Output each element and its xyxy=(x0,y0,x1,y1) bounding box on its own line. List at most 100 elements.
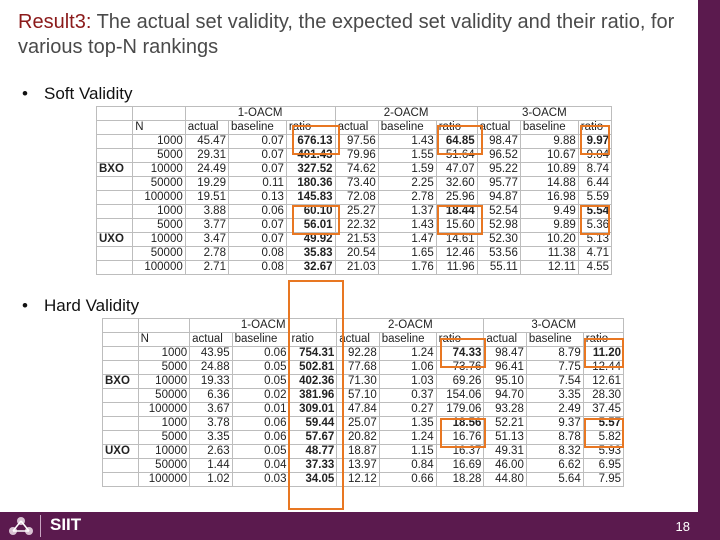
highlight-box xyxy=(580,125,610,155)
table-cell: 25.96 xyxy=(435,190,478,205)
footer-divider xyxy=(40,515,41,537)
table-cell: 2.78 xyxy=(184,246,229,261)
table-cell: 2.49 xyxy=(525,402,584,417)
table-cell: 0.07 xyxy=(227,232,287,247)
table-cell: 12.11 xyxy=(519,260,579,275)
table-cell: 51.64 xyxy=(435,148,478,163)
bullet-icon: • xyxy=(22,296,28,315)
table-cell: 3.35 xyxy=(525,388,584,403)
table-cell: 179.06 xyxy=(435,402,485,417)
table-row: 5000 3.35 0.06 57.67 20.82 1.24 16.76 51.13 8.78… xyxy=(102,430,625,445)
table-cell: 3.78 xyxy=(189,416,233,431)
table-cell: 12.46 xyxy=(435,246,478,261)
table-cell: 18.28 xyxy=(435,472,485,487)
table-cell: 0.08 xyxy=(227,260,287,275)
table-cell: 49.31 xyxy=(483,444,527,459)
table-cell: 327.52 xyxy=(285,162,336,177)
table-row: BXO 10000 24.49 0.07 327.52 74.62 1.59 47.07 95.… xyxy=(95,162,613,177)
table-cell: 96.52 xyxy=(476,148,521,163)
table-row: 1000 3.78 0.06 59.44 25.07 1.35 18.56 52.21 9.37… xyxy=(102,416,625,431)
table-cell: 0.08 xyxy=(227,246,287,261)
column-header: actual xyxy=(184,120,229,135)
group-header: 1-OACM xyxy=(184,106,336,121)
table-cell: 51.13 xyxy=(483,430,527,445)
table-cell: 6.36 xyxy=(189,388,233,403)
table-cell: 60.10 xyxy=(285,204,336,219)
column-header: ratio xyxy=(435,120,478,135)
section-soft-heading: Soft Validity xyxy=(44,84,133,103)
table-cell: 0.84 xyxy=(378,458,437,473)
table-cell: 9.49 xyxy=(519,204,579,219)
column-header: actual xyxy=(334,120,379,135)
table-cell: 21.03 xyxy=(334,260,379,275)
table-cell: 1.76 xyxy=(377,260,437,275)
table-row: 50000 19.29 0.11 180.36 73.40 2.25 32.60 95.77 1… xyxy=(95,176,613,191)
table-cell: 1000 xyxy=(137,346,191,361)
row-group-label xyxy=(95,204,134,219)
corner-cell xyxy=(102,332,139,347)
table-cell: 1.35 xyxy=(378,416,437,431)
section-hard-heading: Hard Validity xyxy=(44,296,140,315)
table-cell: 29.31 xyxy=(184,148,229,163)
row-group-label xyxy=(95,218,134,233)
table-cell: 100000 xyxy=(132,260,186,275)
table-cell: 11.38 xyxy=(519,246,579,261)
highlight-box xyxy=(584,418,624,448)
table-cell: 12.12 xyxy=(336,472,380,487)
row-group-label xyxy=(102,402,139,417)
table-cell: 95.10 xyxy=(483,374,527,389)
table-cell: 95.77 xyxy=(476,176,521,191)
table-cell: 5000 xyxy=(132,148,186,163)
table-cell: 18.87 xyxy=(336,444,380,459)
table-cell: 46.00 xyxy=(483,458,527,473)
table-cell: 12.61 xyxy=(582,374,625,389)
table-cell: 145.83 xyxy=(285,190,336,205)
table-cell: 50000 xyxy=(137,388,191,403)
corner-cell xyxy=(95,106,134,121)
row-group-label xyxy=(102,360,139,375)
column-header: baseline xyxy=(378,332,437,347)
table-cell: 32.60 xyxy=(435,176,478,191)
table-cell: 0.06 xyxy=(231,430,290,445)
table-row: 100000 2.71 0.08 32.67 21.03 1.76 11.96 55.11 12… xyxy=(95,260,613,275)
table-row: UXO 10000 3.47 0.07 49.92 21.53 1.47 14.61 52.30… xyxy=(95,232,613,247)
table-cell: 11.96 xyxy=(435,260,478,275)
table-cell: 0.02 xyxy=(231,388,290,403)
group-header: 3-OACM xyxy=(483,318,624,333)
side-accent-bar xyxy=(698,0,720,540)
table-cell: 97.56 xyxy=(334,134,379,149)
table-cell: 10.67 xyxy=(519,148,579,163)
slide-title: Result3: The actual set validity, the ex… xyxy=(18,10,688,60)
column-header-n: N xyxy=(132,120,186,135)
group-header: 2-OACM xyxy=(334,106,478,121)
table-cell: 55.11 xyxy=(476,260,521,275)
corner-cell xyxy=(95,120,134,135)
corner-cell xyxy=(137,318,191,333)
table-cell: 1.06 xyxy=(378,360,437,375)
table-cell: 100000 xyxy=(137,472,191,487)
row-group-label xyxy=(95,260,134,275)
group-header: 3-OACM xyxy=(476,106,613,121)
table-cell: 45.47 xyxy=(184,134,229,149)
highlight-box xyxy=(440,418,486,448)
table-cell: 37.45 xyxy=(582,402,625,417)
table-cell: 73.40 xyxy=(334,176,379,191)
table-row: 5000 3.77 0.07 56.01 22.32 1.43 15.60 52.98 9.89… xyxy=(95,218,613,233)
table-cell: 1.43 xyxy=(377,218,437,233)
table-cell: 24.49 xyxy=(184,162,229,177)
table-cell: 44.80 xyxy=(483,472,527,487)
table-cell: 35.83 xyxy=(285,246,336,261)
column-header: actual xyxy=(476,120,521,135)
table-cell: 5000 xyxy=(137,360,191,375)
table-cell: 1000 xyxy=(132,134,186,149)
table-cell: 74.62 xyxy=(334,162,379,177)
table-cell: 1.02 xyxy=(189,472,233,487)
group-header-row: 1-OACM 2-OACM 3-OACM xyxy=(102,318,624,333)
table-cell: 28.30 xyxy=(582,388,625,403)
table-cell: 2.63 xyxy=(189,444,233,459)
row-group-label xyxy=(102,472,139,487)
table-cell: 19.33 xyxy=(189,374,233,389)
table-cell: 69.26 xyxy=(435,374,485,389)
